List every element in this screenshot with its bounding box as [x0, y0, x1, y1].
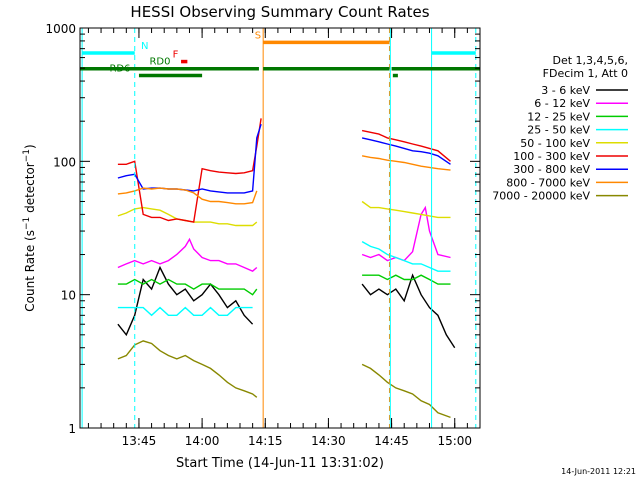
- x-tick-label-3: 14:30: [311, 434, 346, 448]
- legend-label-2: 12 - 25 keV: [527, 110, 590, 123]
- series-line-6-seg1: [117, 123, 262, 194]
- legend: Det 1,3,4,5,6,FDecim 1, Att 0 3 - 6 keV6 …: [492, 54, 628, 203]
- legend-label-5: 100 - 300 keV: [513, 150, 590, 163]
- x-axis-label: Start Time (14-Jun-11 13:31:02): [176, 456, 384, 471]
- series-line-5-seg2: [361, 129, 451, 162]
- x-tick-label-5: 15:00: [437, 434, 472, 448]
- series-line-5-seg1: [117, 118, 262, 223]
- x-tick-label-1: 14:00: [185, 434, 220, 448]
- series-line-8-seg2: [361, 363, 451, 419]
- series-line-0-seg2: [361, 273, 456, 349]
- series-line-4-seg1: [117, 206, 258, 227]
- y-tick-label-2: 100: [53, 155, 76, 169]
- series-line-3-seg2: [361, 240, 451, 272]
- x-tick-label-4: 14:45: [374, 434, 409, 448]
- y-tick-label-0: 1: [68, 422, 76, 436]
- y-axis-label: Count Rate (s−1 detector−1): [22, 144, 37, 311]
- date-stamp: 14-Jun-2011 12:21: [561, 467, 636, 476]
- y-tick-label-1: 10: [61, 289, 76, 303]
- flag-label-1: S: [255, 30, 261, 41]
- y-tick-label-3: 1000: [45, 22, 76, 36]
- x-tick-label-2: 14:15: [248, 434, 283, 448]
- series-line-1-seg1: [117, 237, 258, 273]
- series-line-6-seg2: [361, 137, 451, 165]
- series-line-7-seg2: [361, 155, 451, 171]
- chart-title: HESSI Observing Summary Count Rates: [130, 3, 429, 21]
- plot-frame: [79, 27, 481, 429]
- flag-label-0: N: [141, 41, 148, 52]
- flag-label-4: RD6: [109, 64, 130, 75]
- x-tick-label-0: 13:45: [122, 434, 157, 448]
- legend-label-4: 50 - 100 keV: [520, 137, 590, 150]
- legend-label-8: 7000 - 20000 keV: [492, 190, 590, 203]
- series-line-0-seg1: [117, 265, 254, 337]
- flag-label-2: F: [173, 50, 179, 61]
- legend-label-1: 6 - 12 keV: [534, 97, 590, 110]
- series-line-1-seg2: [361, 205, 451, 262]
- flag-label-3: RD0: [149, 57, 170, 68]
- series-line-2-seg1: [117, 278, 258, 296]
- series-line-2-seg2: [362, 274, 451, 285]
- series-line-7-seg1: [117, 187, 258, 205]
- legend-header-0: Det 1,3,4,5,6,: [552, 54, 628, 67]
- legend-header-1: FDecim 1, Att 0: [543, 67, 628, 80]
- legend-label-3: 25 - 50 keV: [527, 124, 590, 137]
- series-line-4-seg2: [361, 200, 451, 219]
- legend-label-6: 300 - 800 keV: [513, 163, 590, 176]
- series-line-3-seg1: [117, 306, 253, 317]
- series-line-8-seg1: [117, 340, 258, 398]
- legend-label-0: 3 - 6 keV: [541, 84, 590, 97]
- legend-label-7: 800 - 7000 keV: [506, 176, 590, 189]
